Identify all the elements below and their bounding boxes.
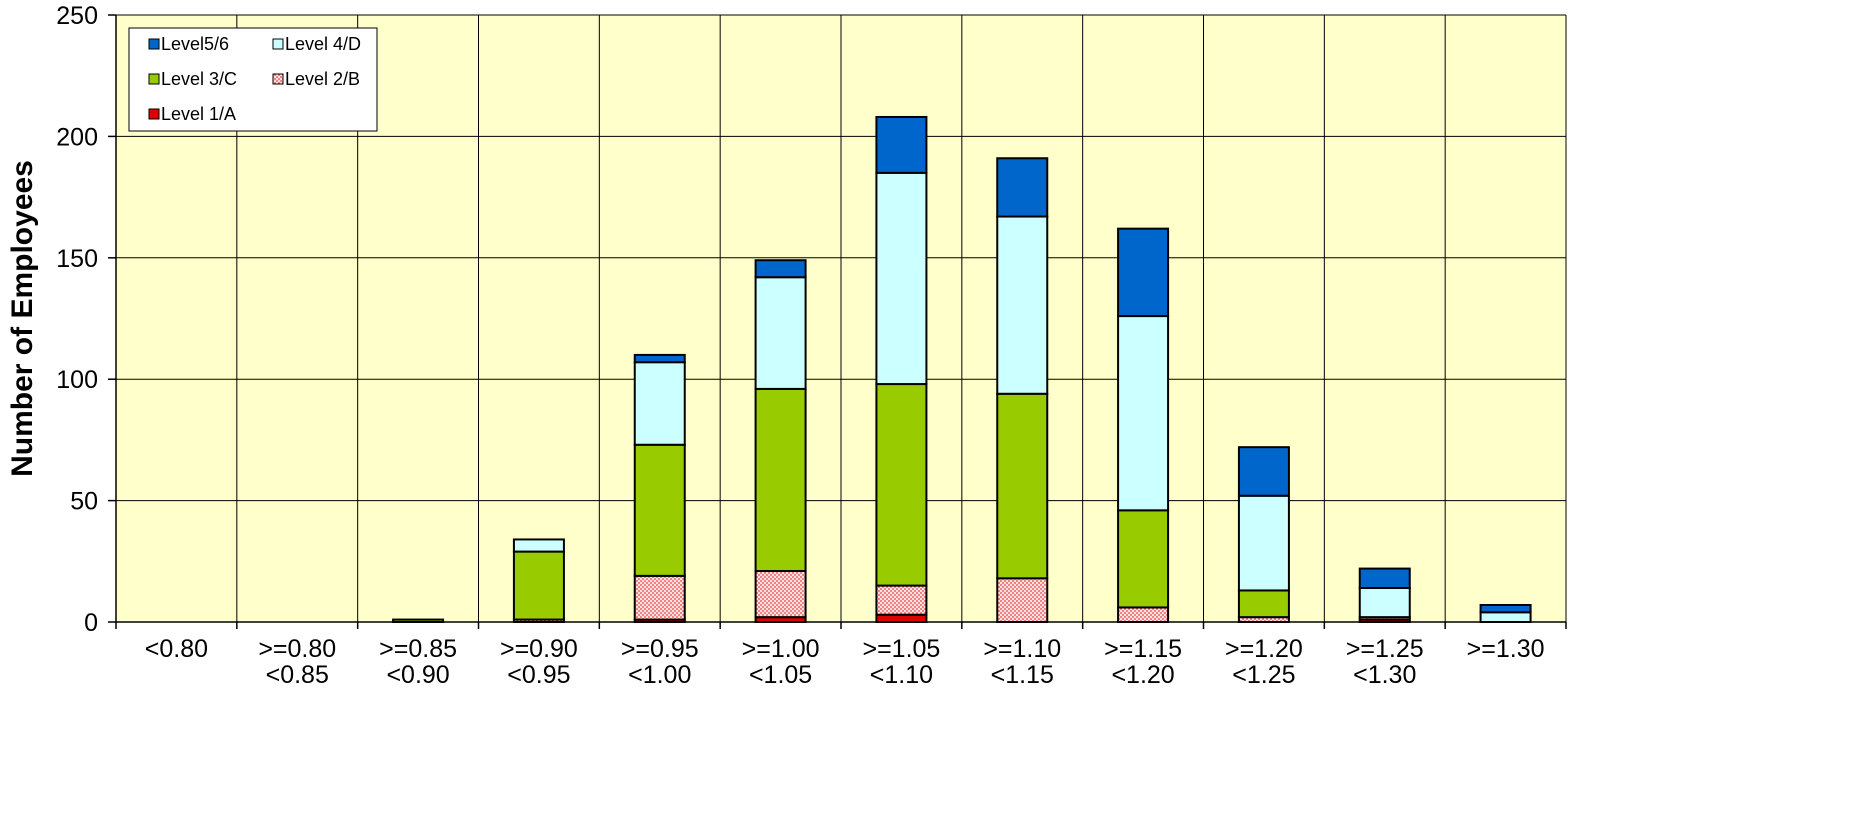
x-tick-label: <0.85 xyxy=(266,661,329,689)
legend-swatch xyxy=(148,73,160,85)
legend-label: Level5/6 xyxy=(161,34,229,54)
legend-box xyxy=(128,27,378,132)
y-tick-label: 200 xyxy=(56,123,98,151)
legend-label: Level 3/C xyxy=(161,69,237,89)
legend-label: Level 2/B xyxy=(285,69,360,89)
bar-segment-level5-6 xyxy=(875,115,928,174)
bar-segment-level-3-c xyxy=(512,550,565,621)
bar-segment-level-2-b xyxy=(754,570,807,619)
x-tick-label: <1.20 xyxy=(1111,661,1174,689)
y-axis-title: Number of Employees xyxy=(6,160,39,477)
bar-segment-level-3-c xyxy=(754,387,807,573)
x-tick-label: <0.90 xyxy=(386,661,449,689)
bar-segment-level5-6 xyxy=(1479,604,1532,614)
bar-segment-level-3-c xyxy=(1117,509,1170,609)
bar-segment-level-2-b xyxy=(633,574,686,621)
x-tick-label: >=1.30 xyxy=(1467,635,1545,663)
x-tick-label: >=0.80 xyxy=(258,635,336,663)
bar-segment-level-4-d xyxy=(1358,587,1411,619)
bar-segment-level5-6 xyxy=(1358,567,1411,590)
x-tick-label: <1.15 xyxy=(991,661,1054,689)
x-tick-label: <1.05 xyxy=(749,661,812,689)
bar-segment-level-4-d xyxy=(1479,611,1532,624)
bar-segment-level5-6 xyxy=(633,353,686,364)
x-tick-label: >=0.90 xyxy=(500,635,578,663)
x-tick-label: >=1.20 xyxy=(1225,635,1303,663)
legend-swatch xyxy=(148,108,160,120)
bar-segment-level-3-c xyxy=(1237,589,1290,619)
y-tick-label: 0 xyxy=(84,609,98,637)
bar-segment-level-2-b xyxy=(996,577,1049,624)
bar-segment-level-4-d xyxy=(1117,315,1170,512)
bar-segment-level5-6 xyxy=(996,157,1049,218)
x-tick-label: >=1.25 xyxy=(1346,635,1424,663)
x-tick-label: >=1.05 xyxy=(862,635,940,663)
bar-segment-level-4-d xyxy=(1237,494,1290,592)
legend-label: Level 4/D xyxy=(285,34,361,54)
x-tick-label: <1.10 xyxy=(870,661,933,689)
bar-segment-level-4-d xyxy=(996,215,1049,395)
x-tick-label: >=1.15 xyxy=(1104,635,1182,663)
x-tick-label: >=1.10 xyxy=(983,635,1061,663)
y-tick-label: 250 xyxy=(56,2,98,30)
bar-segment-level-4-d xyxy=(512,538,565,553)
bars xyxy=(392,115,1532,624)
bar-segment-level-2-b xyxy=(1117,606,1170,624)
y-tick-label: 50 xyxy=(70,488,98,516)
bar-segment-level5-6 xyxy=(1117,227,1170,318)
bar-segment-level-2-b xyxy=(875,584,928,616)
x-tick-label: <1.30 xyxy=(1353,661,1416,689)
axes xyxy=(108,14,1567,629)
bar-segment-level-4-d xyxy=(754,276,807,390)
bar-segment-level-4-d xyxy=(633,361,686,446)
bar-segment-level-3-c xyxy=(633,443,686,577)
legend: Level5/6 Level 4/D Level 3/C Level 2/B Level… xyxy=(128,27,378,132)
bar-segment-level5-6 xyxy=(754,259,807,279)
x-tick-label: >=0.95 xyxy=(621,635,699,663)
bar-segment-level-1-a xyxy=(875,613,928,624)
x-tick-label: <1.00 xyxy=(628,661,691,689)
legend-swatch xyxy=(272,38,284,50)
x-tick-label: <0.80 xyxy=(145,635,208,663)
bar-segment-level-3-c xyxy=(996,392,1049,580)
bar-segment-level5-6 xyxy=(1237,446,1290,497)
x-tick-label: <1.25 xyxy=(1232,661,1295,689)
legend-swatch xyxy=(148,38,160,50)
bar-segment-level-3-c xyxy=(875,383,928,587)
x-tick-label: >=0.85 xyxy=(379,635,457,663)
y-tick-label: 100 xyxy=(56,366,98,394)
x-tick-label: <0.95 xyxy=(507,661,570,689)
y-tick-label: 150 xyxy=(56,245,98,273)
legend-label: Level 1/A xyxy=(161,104,236,124)
bar-segment-level-4-d xyxy=(875,171,928,386)
legend-swatch xyxy=(272,73,284,85)
x-tick-label: >=1.00 xyxy=(742,635,820,663)
